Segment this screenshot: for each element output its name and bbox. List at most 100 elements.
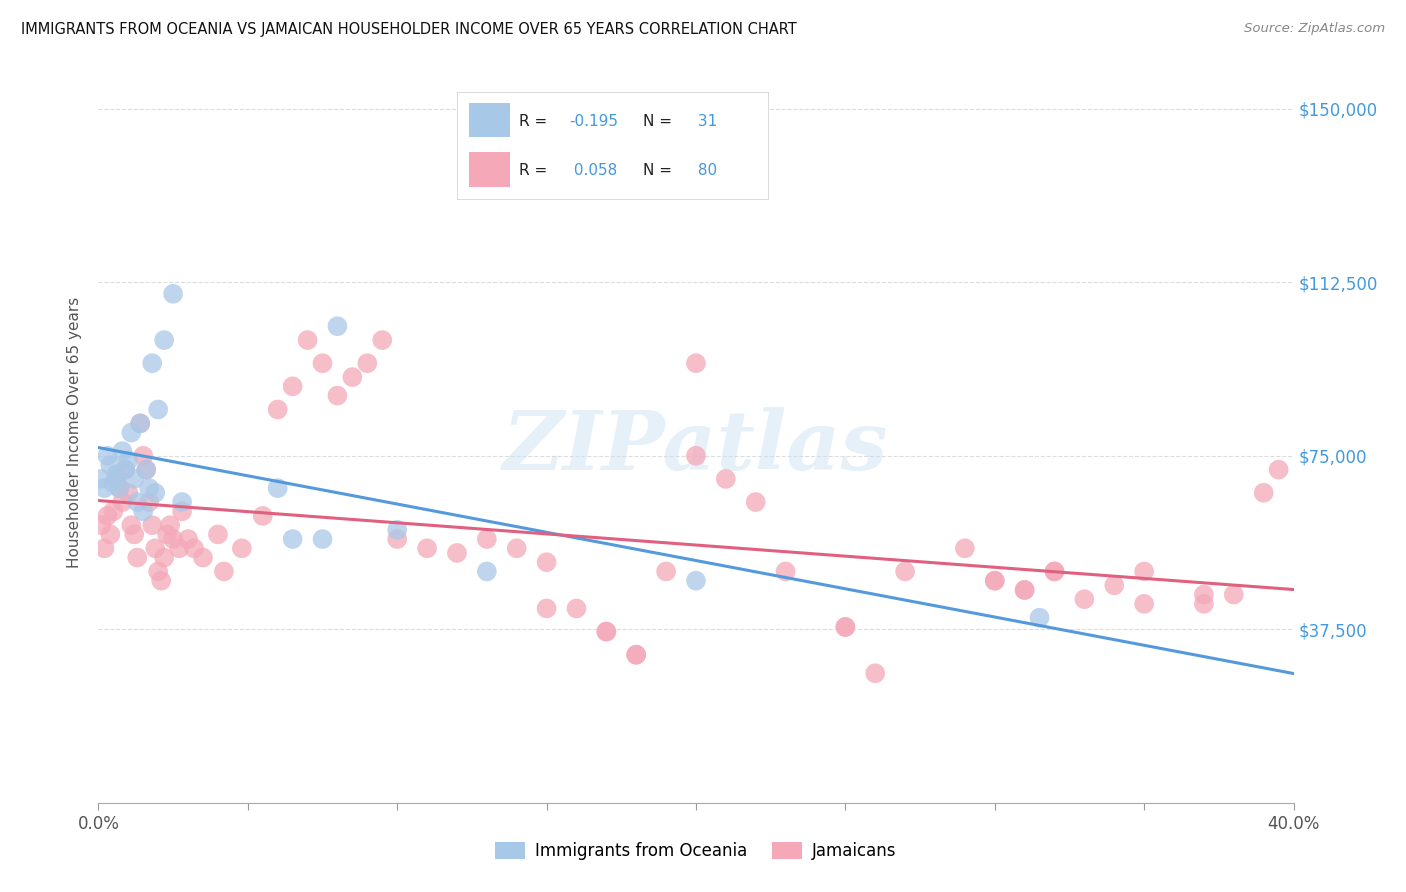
Point: [1014, 582, 1036, 597]
Point: [536, 555, 558, 569]
Point: [1267, 462, 1289, 476]
Point: [124, 472, 146, 486]
Point: [371, 333, 394, 347]
Point: [127, 495, 149, 509]
Point: [685, 574, 707, 588]
Point: [311, 532, 333, 546]
Point: [117, 453, 139, 467]
Point: [326, 388, 349, 402]
Point: [834, 620, 856, 634]
Point: [162, 532, 184, 546]
Point: [183, 541, 205, 556]
Point: [281, 379, 304, 393]
Point: [536, 601, 558, 615]
Point: [120, 425, 142, 440]
Point: [98, 527, 122, 541]
Point: [475, 532, 498, 546]
Point: [775, 565, 797, 579]
Point: [96, 508, 118, 523]
Point: [1133, 565, 1156, 579]
Text: ZIPatlas: ZIPatlas: [503, 408, 889, 487]
Point: [865, 666, 887, 681]
Point: [212, 565, 235, 579]
Point: [342, 370, 364, 384]
Point: [114, 462, 136, 476]
Point: [153, 550, 176, 565]
Point: [103, 504, 125, 518]
Point: [138, 481, 160, 495]
Point: [267, 402, 290, 417]
Point: [1073, 592, 1095, 607]
Point: [714, 472, 737, 486]
Point: [745, 495, 768, 509]
Point: [191, 550, 214, 565]
Point: [153, 333, 176, 347]
Point: [1043, 565, 1066, 579]
Point: [834, 620, 856, 634]
Text: Source: ZipAtlas.com: Source: ZipAtlas.com: [1244, 22, 1385, 36]
Point: [105, 472, 128, 486]
Point: [177, 532, 200, 546]
Point: [135, 462, 157, 476]
Point: [141, 356, 163, 370]
Point: [90, 472, 112, 486]
Point: [595, 624, 617, 639]
Point: [1043, 565, 1066, 579]
Point: [565, 601, 588, 615]
Point: [1223, 588, 1246, 602]
Point: [685, 449, 707, 463]
Point: [356, 356, 378, 370]
Point: [98, 458, 122, 472]
Point: [120, 518, 142, 533]
Point: [326, 319, 349, 334]
Point: [626, 648, 648, 662]
Point: [143, 541, 166, 556]
Point: [267, 481, 290, 495]
Point: [1253, 485, 1275, 500]
Point: [1014, 582, 1036, 597]
Point: [1104, 578, 1126, 592]
Point: [127, 550, 149, 565]
Point: [984, 574, 1007, 588]
Point: [984, 574, 1007, 588]
Point: [162, 286, 184, 301]
Point: [475, 565, 498, 579]
Point: [138, 495, 160, 509]
Point: [207, 527, 229, 541]
Point: [111, 444, 134, 458]
Point: [111, 495, 134, 509]
Point: [129, 417, 152, 431]
Point: [124, 527, 146, 541]
Point: [1028, 610, 1050, 624]
Point: [894, 565, 917, 579]
Point: [172, 495, 194, 509]
Point: [90, 518, 112, 533]
Point: [108, 481, 131, 495]
Point: [595, 624, 617, 639]
Point: [103, 476, 125, 491]
Point: [416, 541, 439, 556]
Point: [252, 508, 274, 523]
Point: [655, 565, 678, 579]
Point: [311, 356, 333, 370]
Point: [132, 449, 155, 463]
Point: [167, 541, 190, 556]
Point: [231, 541, 253, 556]
Point: [172, 504, 194, 518]
Point: [148, 402, 170, 417]
Point: [135, 462, 157, 476]
Text: IMMIGRANTS FROM OCEANIA VS JAMAICAN HOUSEHOLDER INCOME OVER 65 YEARS CORRELATION: IMMIGRANTS FROM OCEANIA VS JAMAICAN HOUS…: [21, 22, 797, 37]
Point: [685, 356, 707, 370]
Point: [117, 485, 139, 500]
Point: [132, 504, 155, 518]
Point: [141, 518, 163, 533]
Point: [143, 485, 166, 500]
Point: [93, 481, 115, 495]
Y-axis label: Householder Income Over 65 years: Householder Income Over 65 years: [67, 297, 83, 568]
Point: [1192, 588, 1215, 602]
Point: [129, 417, 152, 431]
Point: [446, 546, 468, 560]
Legend: Immigrants from Oceania, Jamaicans: Immigrants from Oceania, Jamaicans: [486, 834, 905, 869]
Point: [506, 541, 529, 556]
Point: [297, 333, 319, 347]
